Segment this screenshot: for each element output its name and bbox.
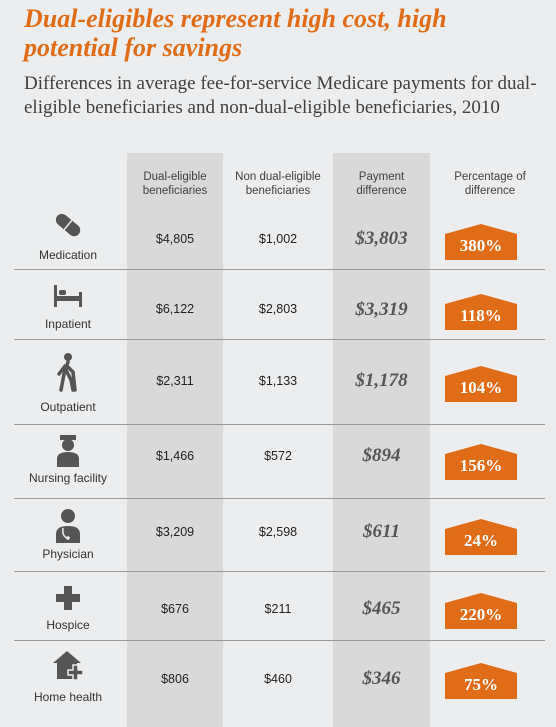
row-divider (14, 571, 545, 572)
column-header-percentage-difference: Percentage of difference (454, 171, 526, 197)
non-dual-value: $572 (264, 449, 292, 463)
table-row: Medication $4,805 $1,002 $3,803 380% (14, 202, 545, 270)
column-header-non-dual: Non dual-eligible beneficiaries (235, 171, 321, 197)
percentage-badge: 75% (445, 663, 517, 699)
non-dual-value: $2,803 (258, 302, 298, 316)
row-divider (14, 269, 545, 270)
non-dual-value: $2,598 (258, 525, 298, 539)
percentage-value: 156% (459, 456, 503, 475)
row-divider (14, 640, 545, 641)
walking-person-icon (14, 352, 122, 392)
percentage-badge: 380% (445, 224, 517, 260)
dual-value: $6,122 (155, 302, 195, 316)
medical-cross-icon (14, 584, 122, 612)
page-subtitle: Differences in average fee-for-service M… (24, 73, 537, 118)
payment-column-shade (333, 153, 430, 727)
non-dual-value: $460 (264, 672, 292, 686)
row-label: Home health (33, 690, 103, 704)
percentage-value: 380% (459, 236, 503, 255)
row-label: Outpatient (40, 400, 96, 414)
pill-icon (14, 208, 122, 242)
percentage-badge: 220% (445, 593, 517, 629)
non-dual-value: $211 (264, 602, 292, 616)
column-header-dual: Dual-eligible beneficiaries (142, 171, 208, 197)
payment-difference-value: $611 (363, 521, 400, 542)
table-row: Physician $3,209 $2,598 $611 24% (14, 499, 545, 572)
percentage-badge: 104% (445, 366, 517, 402)
percentage-value: 220% (459, 605, 503, 624)
percentage-value: 104% (459, 378, 503, 397)
row-label: Physician (42, 547, 94, 561)
payment-difference-value: $465 (362, 598, 401, 619)
dual-value: $4,805 (155, 232, 195, 246)
table-row: Hospice $676 $211 $465 220% (14, 572, 545, 641)
table-row: Outpatient $2,311 $1,133 $1,178 104% (14, 340, 545, 425)
payment-difference-value: $1,178 (355, 370, 408, 391)
row-label: Nursing facility (28, 471, 108, 485)
row-label: Medication (38, 248, 98, 262)
percentage-value: 75% (464, 675, 498, 694)
row-label: Inpatient (44, 317, 92, 331)
page-title: Dual-eligibles represent high cost, high… (24, 4, 447, 62)
row-divider (14, 424, 545, 425)
row-label: Hospice (46, 618, 90, 632)
dual-column-shade (127, 153, 223, 727)
dual-value: $806 (161, 672, 189, 686)
home-health-icon (14, 649, 122, 681)
hospital-bed-icon (14, 282, 122, 310)
dual-value: $1,466 (155, 449, 195, 463)
table-row: Inpatient $6,122 $2,803 $3,319 118% (14, 270, 545, 340)
non-dual-value: $1,133 (258, 374, 298, 388)
dual-value: $2,311 (156, 374, 194, 388)
percentage-badge: 118% (445, 294, 517, 330)
column-header-payment-difference: Payment difference (356, 171, 407, 197)
payment-difference-value: $894 (362, 445, 401, 466)
row-divider (14, 339, 545, 340)
percentage-value: 24% (464, 531, 498, 550)
nurse-icon (14, 431, 122, 467)
payment-difference-value: $346 (362, 668, 401, 689)
table-row: Nursing facility $1,466 $572 $894 156% (14, 425, 545, 499)
payment-difference-value: $3,803 (355, 228, 408, 249)
doctor-icon (14, 507, 122, 543)
non-dual-value: $1,002 (258, 232, 298, 246)
dual-value: $3,209 (155, 525, 195, 539)
payment-difference-value: $3,319 (355, 299, 408, 320)
percentage-badge: 156% (445, 444, 517, 480)
row-divider (14, 498, 545, 499)
dual-value: $676 (161, 602, 189, 616)
percentage-value: 118% (460, 306, 502, 325)
table-row: Home health $806 $460 $346 75% (14, 641, 545, 727)
percentage-badge: 24% (445, 519, 517, 555)
